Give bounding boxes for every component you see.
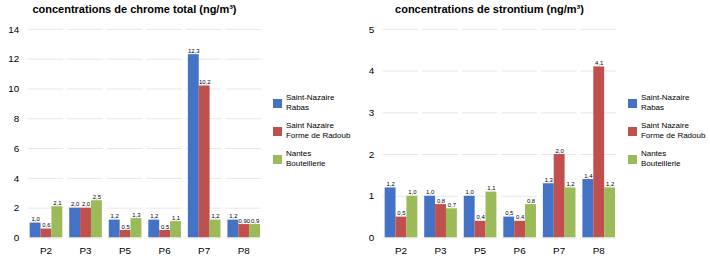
svg-text:4: 4 xyxy=(14,173,20,184)
html-text:Saint Nazaire Forme de Radoub: Saint Nazaire Forme de Radoub xyxy=(285,121,351,140)
svg-text:P7: P7 xyxy=(198,245,210,256)
svg-text:0,5: 0,5 xyxy=(161,224,170,230)
svg-text:5: 5 xyxy=(369,24,375,35)
svg-text:2,0: 2,0 xyxy=(82,201,91,207)
svg-text:12: 12 xyxy=(8,53,19,64)
svg-text:0,5: 0,5 xyxy=(397,210,406,216)
svg-text:3: 3 xyxy=(369,107,375,118)
svg-text:14: 14 xyxy=(8,24,19,35)
svg-text:0,5: 0,5 xyxy=(505,210,514,216)
html-text:Saint-Nazaire Rabas: Saint-Nazaire Rabas xyxy=(285,93,335,112)
html-text:concentrations de chrome total: concentrations de chrome total (ng/m³) xyxy=(32,3,237,15)
svg-text:4,1: 4,1 xyxy=(595,60,603,66)
svg-text:1,0: 1,0 xyxy=(31,216,40,222)
svg-text:2,5: 2,5 xyxy=(93,194,102,200)
svg-text:1,0: 1,0 xyxy=(408,189,417,195)
svg-text:10: 10 xyxy=(8,83,19,94)
svg-text:1,1: 1,1 xyxy=(487,185,495,191)
svg-text:10,2: 10,2 xyxy=(199,79,211,85)
svg-text:2: 2 xyxy=(369,149,375,160)
svg-text:P3: P3 xyxy=(434,245,447,256)
svg-text:1,0: 1,0 xyxy=(466,189,475,195)
svg-text:0,9: 0,9 xyxy=(251,218,260,224)
html-text:Nantes Bouteillerie: Nantes Bouteillerie xyxy=(640,149,681,168)
svg-text:0,7: 0,7 xyxy=(448,202,456,208)
svg-text:1,2: 1,2 xyxy=(229,213,237,219)
svg-text:P6: P6 xyxy=(159,245,172,256)
svg-text:P2: P2 xyxy=(40,245,52,256)
svg-text:2,1: 2,1 xyxy=(53,200,61,206)
svg-text:0: 0 xyxy=(14,232,20,243)
svg-text:2,0: 2,0 xyxy=(71,201,80,207)
svg-text:1,3: 1,3 xyxy=(545,177,554,183)
svg-text:0,90: 0,90 xyxy=(238,218,250,224)
svg-text:0,8: 0,8 xyxy=(437,198,446,204)
svg-text:1: 1 xyxy=(369,190,375,201)
svg-text:6: 6 xyxy=(14,143,20,154)
svg-text:P5: P5 xyxy=(119,245,132,256)
svg-text:1,2: 1,2 xyxy=(386,181,394,187)
svg-text:1,1: 1,1 xyxy=(172,215,180,221)
svg-text:1,2: 1,2 xyxy=(111,213,119,219)
svg-text:0,5: 0,5 xyxy=(121,224,130,230)
svg-text:P8: P8 xyxy=(593,245,606,256)
svg-text:1,2: 1,2 xyxy=(150,213,158,219)
svg-text:1,2: 1,2 xyxy=(606,181,614,187)
svg-text:2,0: 2,0 xyxy=(556,148,565,154)
svg-text:P2: P2 xyxy=(395,245,407,256)
svg-text:0,4: 0,4 xyxy=(516,214,525,220)
svg-text:8: 8 xyxy=(14,113,20,124)
svg-text:P8: P8 xyxy=(238,245,251,256)
svg-text:P7: P7 xyxy=(553,245,565,256)
svg-text:0,8: 0,8 xyxy=(527,198,536,204)
svg-text:1,2: 1,2 xyxy=(566,181,574,187)
svg-text:2: 2 xyxy=(14,202,20,213)
svg-text:12,3: 12,3 xyxy=(188,48,200,54)
svg-text:0,4: 0,4 xyxy=(476,214,485,220)
html-text:concentrations de strontium (n: concentrations de strontium (ng/m³) xyxy=(395,3,584,15)
svg-text:P3: P3 xyxy=(79,245,92,256)
html-text:Nantes Bouteillerie: Nantes Bouteillerie xyxy=(285,149,326,168)
svg-text:0,6: 0,6 xyxy=(42,222,51,228)
html-text:Saint Nazaire Forme de Radoub: Saint Nazaire Forme de Radoub xyxy=(640,121,706,140)
html-text:Saint-Nazaire Rabas: Saint-Nazaire Rabas xyxy=(640,93,690,112)
svg-text:1,0: 1,0 xyxy=(426,189,435,195)
svg-text:0: 0 xyxy=(369,232,375,243)
svg-text:1,4: 1,4 xyxy=(584,173,593,179)
svg-text:P5: P5 xyxy=(474,245,487,256)
svg-text:1,2: 1,2 xyxy=(211,213,219,219)
svg-text:4: 4 xyxy=(369,65,375,76)
svg-text:P6: P6 xyxy=(514,245,527,256)
svg-text:1,3: 1,3 xyxy=(132,212,141,218)
